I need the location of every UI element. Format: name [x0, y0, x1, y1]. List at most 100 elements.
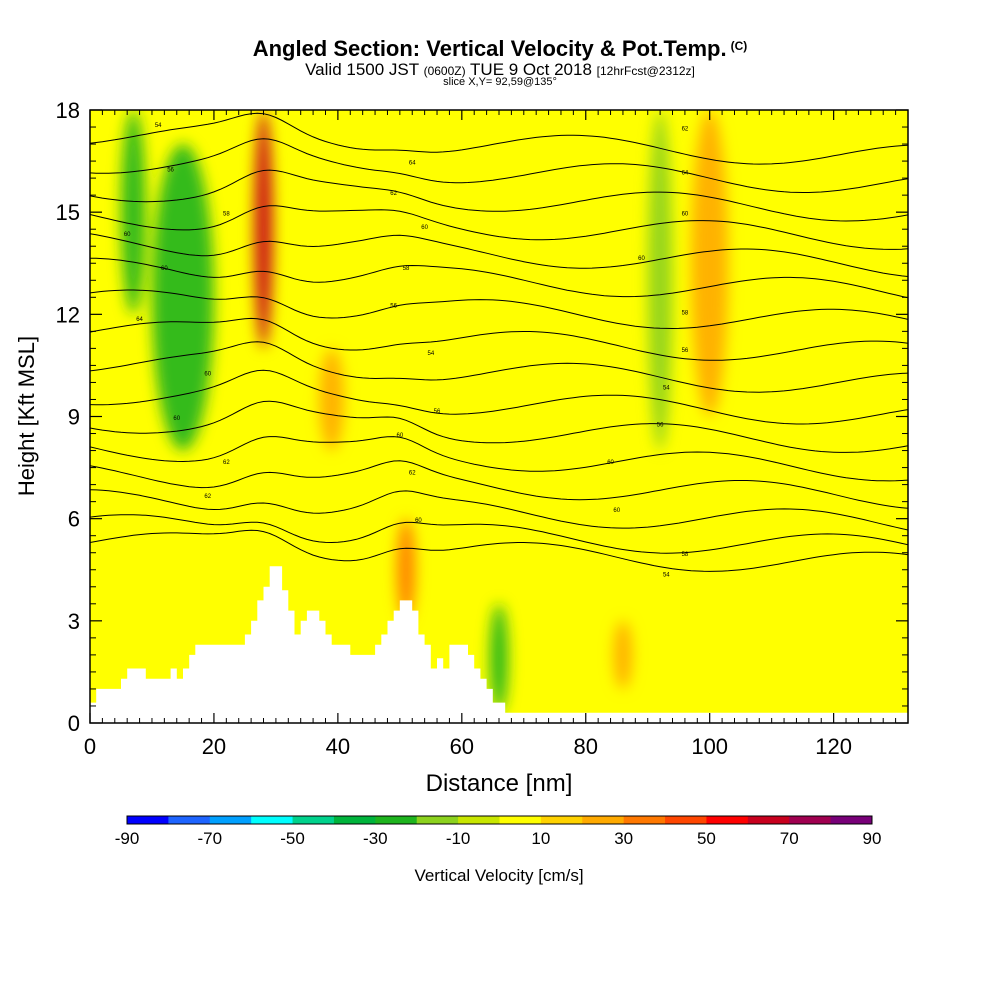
colorbar-swatch	[168, 816, 211, 824]
isentrope-label: 56	[390, 304, 397, 310]
colorbar-frame	[126, 815, 873, 825]
x-tick-label: 120	[815, 734, 852, 759]
isentrope	[90, 112, 908, 165]
colorbar-tick-label: -90	[115, 829, 140, 848]
isentrope	[90, 205, 908, 250]
colorbar-swatch	[251, 816, 294, 824]
valid-date: TUE 9 Oct 2018	[470, 60, 592, 79]
isentrope	[90, 138, 908, 193]
isentrope-label: 62	[682, 126, 689, 132]
colorbar-tick-label: -30	[363, 829, 388, 848]
isentrope	[90, 341, 908, 393]
colorbar-swatch	[292, 816, 335, 824]
isentrope-label: 64	[136, 317, 143, 323]
y-tick-label: 0	[68, 711, 80, 736]
x-tick-label: 40	[326, 734, 350, 759]
y-tick-label: 3	[68, 609, 80, 634]
velocity-feature	[254, 110, 273, 349]
chart-title-tag: (C)	[730, 39, 748, 53]
isentrope-label: 60	[607, 460, 614, 466]
isentrope	[90, 489, 908, 531]
colorbar-swatch	[499, 816, 542, 824]
valid-utc: (0600Z)	[423, 64, 466, 78]
colorbar: -90 -70 -50 -30 -10 10 30 50 70 90	[115, 815, 882, 848]
terrain	[90, 566, 908, 723]
colorbar-swatch	[582, 816, 625, 824]
isentrope-label: 62	[223, 460, 230, 466]
forecast-tag: [12hrFcst@2312z]	[596, 64, 695, 78]
isentrope-label: 60	[397, 433, 404, 439]
isentrope	[90, 436, 908, 482]
isentrope-label: 60	[124, 232, 131, 238]
isentrope-label: 58	[223, 212, 230, 218]
isentrope-label: 58	[682, 310, 689, 316]
chart-title: Angled Section: Vertical Velocity & Pot.…	[0, 36, 1000, 62]
x-tick-label: 20	[202, 734, 226, 759]
velocity-feature	[396, 518, 416, 621]
colorbar-swatch	[375, 816, 418, 824]
y-tick-label: 6	[68, 507, 80, 532]
x-tick-label: 60	[450, 734, 474, 759]
colorbar-swatch	[333, 816, 376, 824]
colorbar-tick-label: 50	[697, 829, 716, 848]
isentrope-label: 58	[403, 266, 410, 272]
velocity-feature	[613, 620, 633, 689]
slice-info: slice X,Y= 92,59@135°	[443, 76, 557, 88]
chart-title-text: Angled Section: Vertical Velocity & Pot.…	[252, 36, 727, 61]
isentrope-label: 56	[167, 167, 174, 173]
isentrope-label: 54	[155, 123, 162, 129]
x-tick-label: 0	[84, 734, 96, 759]
velocity-feature	[319, 348, 345, 451]
axes: 0 20 40 60 80 100 120 0 3 6 9 12 15 18	[56, 98, 908, 759]
colorbar-swatch	[458, 816, 500, 824]
y-tick-label: 12	[56, 302, 80, 327]
isentrope-label: 60	[415, 518, 422, 524]
plot-area: 54 56 58 60 60 64 60 60 62 62 64 62 60 58 56 54 56 60 62 60…	[90, 110, 908, 723]
velocity-feature	[647, 110, 673, 451]
isentrope-labels: 54 56 58 60 60 64 60 60 62 62 64 62 60 58 56 54 56 60 62 60…	[124, 123, 689, 579]
isentrope-label: 60	[173, 416, 180, 422]
colorbar-swatch	[665, 816, 707, 824]
colorbar-tick-label: 10	[531, 829, 550, 848]
colorbar-tick-label: -70	[197, 829, 222, 848]
isentrope-label: 56	[434, 409, 441, 415]
isentrope-label: 60	[204, 372, 211, 378]
colorbar-swatch	[416, 816, 459, 824]
velocity-feature	[120, 110, 146, 315]
colorbar-tick-label: -10	[446, 829, 471, 848]
isentrope	[90, 317, 908, 361]
isentrope	[90, 369, 908, 425]
isentrope-label: 64	[682, 171, 689, 177]
x-tick-label: 80	[574, 734, 598, 759]
colorbar-label: Vertical Velocity [cm/s]	[414, 866, 583, 885]
x-tick-label: 100	[691, 734, 728, 759]
isentrope	[90, 169, 908, 222]
isentrope-label: 60	[638, 256, 645, 262]
colorbar-swatch	[540, 816, 583, 824]
isentrope	[90, 514, 908, 554]
y-tick-label: 18	[56, 98, 80, 123]
colorbar-swatch	[706, 816, 749, 824]
isentrope-label: 54	[663, 573, 670, 579]
colorbar-tick-label: 90	[863, 829, 882, 848]
isentrope-label: 62	[409, 470, 416, 476]
isentrope-label: 54	[427, 351, 434, 357]
isentrope-label: 56	[682, 348, 689, 354]
isentrope-label: 58	[682, 552, 689, 558]
isentrope	[90, 257, 908, 299]
isentrope-label: 64	[409, 160, 416, 166]
colorbar-swatch	[209, 816, 252, 824]
colorbar-swatch	[830, 816, 873, 824]
colorbar-swatch	[789, 816, 832, 824]
isentrope	[90, 233, 908, 277]
isentrope	[90, 529, 908, 572]
isentrope	[90, 460, 908, 509]
isentrope-label: 60	[161, 266, 168, 272]
isentropes	[90, 112, 908, 572]
isentrope-label: 60	[421, 225, 428, 231]
colorbar-swatch	[747, 816, 790, 824]
isentrope-label: 62	[204, 494, 211, 500]
valid-time-line: Valid 1500 JST (0600Z) TUE 9 Oct 2018 [1…	[0, 60, 1000, 80]
isentrope	[90, 400, 908, 453]
